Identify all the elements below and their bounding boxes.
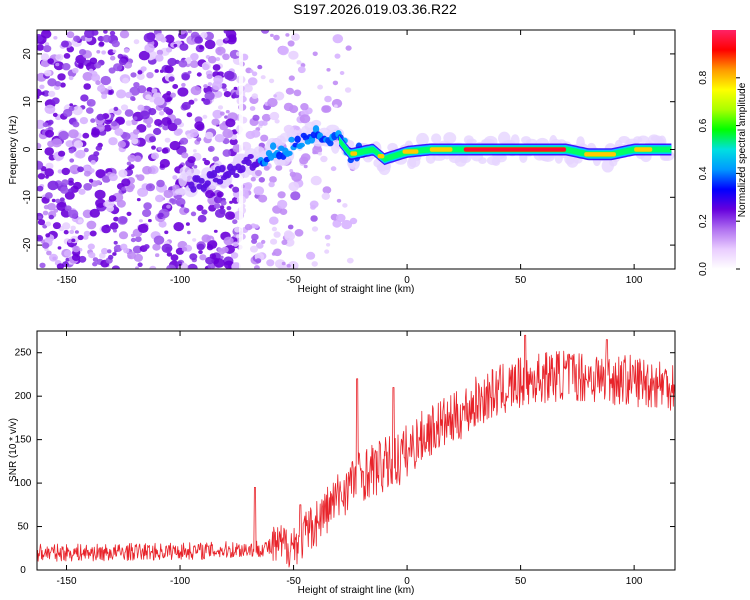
spectrogram-y-tick-label: 10 xyxy=(22,96,33,108)
snr-y-axis: 0 50 100 150 200 250 xyxy=(15,348,675,576)
snr-series-line xyxy=(37,334,675,568)
snr-x-tick-label: 0 xyxy=(404,576,410,587)
spectrogram-y-tick-label: 20 xyxy=(22,48,33,60)
colorbar-label: Normalized spectral amplitude xyxy=(737,82,748,217)
snr-frame xyxy=(36,330,676,571)
colorbar-gradient xyxy=(712,30,736,269)
snr-x-tick-label: 50 xyxy=(515,576,527,587)
spectrogram-x-tick-label: -50 xyxy=(286,275,301,286)
colorbar-tick-label: 0.6 xyxy=(698,118,709,132)
spectrogram-y-tick-label: -10 xyxy=(22,190,33,205)
spectrogram-x-label: Height of straight line (km) xyxy=(298,284,415,295)
spectrogram-y-tick-label: 0 xyxy=(22,146,33,152)
snr-y-tick-label: 150 xyxy=(15,435,32,446)
spectrogram-x-axis: -150 -100 -50 0 50 100 xyxy=(57,30,643,286)
spectrogram-noise xyxy=(37,30,358,269)
spectrogram-x-tick-label: 0 xyxy=(404,275,410,286)
snr-panel: -150 -100 -50 0 50 100 0 50 100 150 200 250 Height… xyxy=(8,330,676,596)
spectrogram-x-tick-label: -150 xyxy=(57,275,77,286)
colorbar: 0.0 0.2 0.4 0.6 0.8 Normalized spectral ampl… xyxy=(698,30,748,276)
spectrogram-x-tick-label: -100 xyxy=(170,275,190,286)
spectrogram-track xyxy=(174,119,675,198)
spectrogram-x-tick-label: 50 xyxy=(515,275,527,286)
figure-title: S197.2026.019.03.36.R22 xyxy=(293,1,457,17)
colorbar-tick-label: 0.8 xyxy=(698,70,709,84)
spectrogram-y-label: Frequency (Hz) xyxy=(8,116,19,185)
snr-y-label: SNR (10 * v/v) xyxy=(8,418,19,482)
spectrogram-x-tick-label: 100 xyxy=(626,275,643,286)
snr-y-tick-label: 100 xyxy=(15,478,32,489)
colorbar-tick-label: 0.2 xyxy=(698,214,709,228)
snr-y-tick-label: 250 xyxy=(15,348,32,359)
snr-x-tick-label: -150 xyxy=(57,576,77,587)
snr-y-tick-label: 200 xyxy=(15,391,32,402)
colorbar-ticks: 0.0 0.2 0.4 0.6 0.8 xyxy=(698,70,740,276)
spectrogram-y-tick-label: -20 xyxy=(22,237,33,252)
snr-y-tick-label: 0 xyxy=(20,565,26,576)
snr-x-tick-label: 100 xyxy=(626,576,643,587)
snr-x-tick-label: -50 xyxy=(286,576,301,587)
colorbar-tick-label: 0.0 xyxy=(698,262,709,276)
snr-x-label: Height of straight line (km) xyxy=(298,585,415,596)
snr-y-tick-label: 50 xyxy=(17,522,29,533)
spectrogram-y-axis: -20 -10 0 10 20 xyxy=(22,48,675,252)
colorbar-tick-label: 0.4 xyxy=(698,166,709,180)
snr-x-tick-label: -100 xyxy=(170,576,190,587)
snr-x-axis: -150 -100 -50 0 50 100 xyxy=(57,331,643,587)
